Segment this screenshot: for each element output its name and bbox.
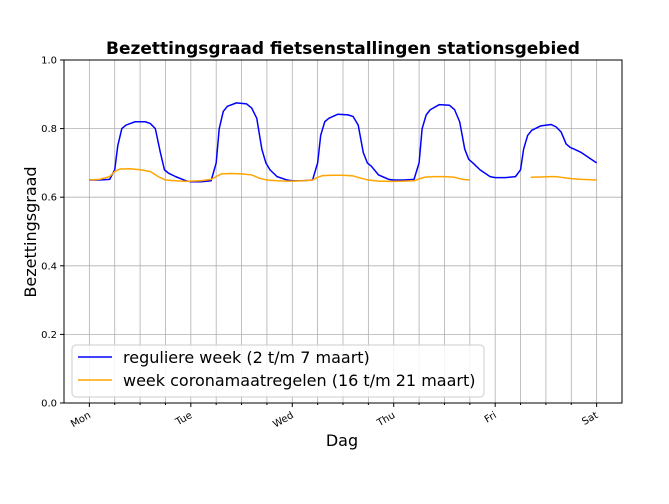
series-line-1-segment-0 bbox=[89, 167, 470, 183]
chart-title: Bezettingsgraad fietsenstallingen statio… bbox=[106, 39, 580, 59]
y-tick-label: 0.2 bbox=[41, 330, 57, 341]
y-tick-label: 0.8 bbox=[41, 124, 57, 135]
series-layer bbox=[89, 102, 598, 183]
y-tick-label: 0.6 bbox=[41, 193, 57, 204]
series-line-1-segment-1 bbox=[530, 175, 597, 181]
y-tick-label: 0.4 bbox=[41, 261, 57, 272]
y-tick-label: 0.0 bbox=[41, 399, 57, 410]
legend-label-corona-week: week coronamaatregelen (16 t/m 21 maart) bbox=[123, 371, 475, 390]
legend-box bbox=[71, 344, 485, 398]
y-axis-label: Bezettingsgraad bbox=[21, 166, 40, 297]
y-tick-label: 1.0 bbox=[41, 56, 57, 67]
x-tick-label: Fri bbox=[483, 410, 499, 425]
legend-label-regular-week: reguliere week (2 t/m 7 maart) bbox=[123, 348, 370, 367]
series-line-0-segment-0 bbox=[89, 102, 598, 183]
legend: reguliere week (2 t/m 7 maart) week coro… bbox=[71, 344, 485, 398]
y-axis-ticks: 0.0 0.2 0.4 0.6 0.8 1.0 bbox=[41, 56, 64, 410]
x-axis-label: Dag bbox=[326, 431, 358, 450]
